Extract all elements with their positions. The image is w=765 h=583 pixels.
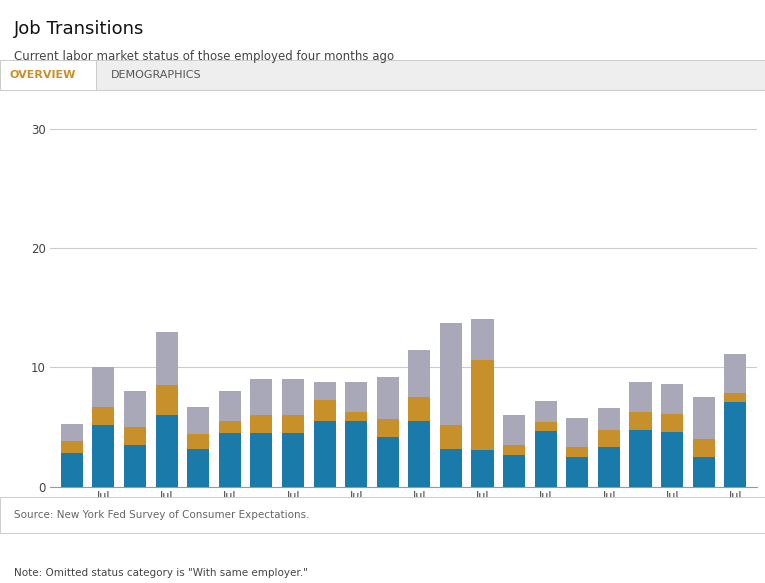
Bar <box>503 455 525 487</box>
Bar <box>597 430 620 447</box>
Bar <box>345 421 367 487</box>
Bar <box>409 421 431 487</box>
Bar <box>187 407 210 434</box>
Legend: With a new employer, Unemployed, Out of the labor force: With a new employer, Unemployed, Out of … <box>368 72 750 92</box>
Bar <box>724 354 747 392</box>
Text: OVERVIEW: OVERVIEW <box>9 70 76 80</box>
Bar <box>597 408 620 430</box>
Text: Note: Omitted status category is "With same employer.": Note: Omitted status category is "With s… <box>14 568 308 578</box>
Bar <box>219 433 241 487</box>
Bar <box>409 350 431 397</box>
Bar <box>60 424 83 441</box>
Bar <box>566 457 588 487</box>
Bar <box>661 384 683 414</box>
Bar <box>60 454 83 487</box>
Bar <box>282 415 304 433</box>
Bar <box>630 382 652 412</box>
Bar <box>566 417 588 447</box>
Bar <box>661 414 683 432</box>
Bar <box>314 421 336 487</box>
Bar <box>93 425 115 487</box>
Bar <box>376 419 399 437</box>
Bar <box>282 380 304 415</box>
Bar <box>630 430 652 487</box>
Bar <box>155 332 177 385</box>
Bar <box>535 422 557 431</box>
Bar <box>724 392 747 402</box>
Bar <box>187 449 210 487</box>
Bar <box>124 427 146 445</box>
Bar <box>250 415 272 433</box>
Bar <box>282 433 304 487</box>
Bar <box>155 385 177 415</box>
Bar <box>314 400 336 421</box>
Text: Job Transitions: Job Transitions <box>14 20 144 38</box>
Bar <box>93 367 115 407</box>
Bar <box>471 318 493 360</box>
Bar <box>724 402 747 487</box>
Bar <box>630 412 652 430</box>
Bar <box>440 425 462 449</box>
Bar <box>471 450 493 487</box>
Bar <box>535 401 557 422</box>
Bar <box>503 415 525 445</box>
Bar <box>661 432 683 487</box>
Text: Source: New York Fed Survey of Consumer Expectations.: Source: New York Fed Survey of Consumer … <box>14 510 309 521</box>
Bar <box>187 434 210 449</box>
Bar <box>566 447 588 457</box>
Bar <box>597 447 620 487</box>
Bar <box>692 439 715 457</box>
Text: Current labor market status of those employed four months ago: Current labor market status of those emp… <box>14 50 394 62</box>
Bar <box>535 431 557 487</box>
Bar <box>250 433 272 487</box>
Bar <box>219 391 241 421</box>
Bar <box>440 449 462 487</box>
Bar <box>471 360 493 450</box>
Bar <box>155 415 177 487</box>
Bar <box>376 377 399 419</box>
Bar <box>250 380 272 415</box>
Bar <box>440 324 462 425</box>
Bar <box>219 421 241 433</box>
Bar <box>692 397 715 439</box>
Bar <box>60 441 83 454</box>
Bar <box>124 445 146 487</box>
Bar <box>376 437 399 487</box>
Text: DEMOGRAPHICS: DEMOGRAPHICS <box>111 70 201 80</box>
Bar <box>503 445 525 455</box>
Bar <box>314 382 336 400</box>
Bar <box>409 397 431 421</box>
Bar <box>93 407 115 425</box>
Bar <box>345 382 367 412</box>
Bar <box>124 391 146 427</box>
Bar <box>692 457 715 487</box>
Bar <box>345 412 367 421</box>
Text: Percent: Percent <box>11 80 55 93</box>
